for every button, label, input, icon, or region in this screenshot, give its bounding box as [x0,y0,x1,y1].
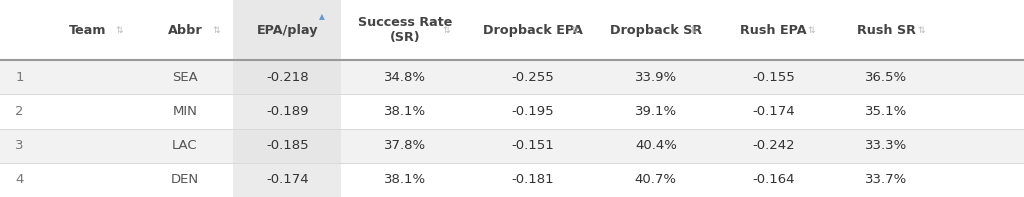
Text: ⇅: ⇅ [690,26,697,34]
Text: 33.7%: 33.7% [865,173,907,186]
Text: 34.8%: 34.8% [384,71,426,84]
Text: ⇅: ⇅ [808,26,815,34]
Text: 40.7%: 40.7% [635,173,677,186]
Text: 39.1%: 39.1% [635,105,677,118]
Text: ⇅: ⇅ [115,26,123,34]
Text: -0.174: -0.174 [753,105,795,118]
Text: Success Rate
(SR): Success Rate (SR) [357,16,453,44]
Text: Abbr: Abbr [168,24,202,36]
Text: ⇅: ⇅ [570,26,578,34]
Bar [233,60,341,94]
Text: ⇅: ⇅ [442,26,450,34]
Text: 1: 1 [15,71,24,84]
Text: MIN: MIN [172,105,198,118]
Text: 38.1%: 38.1% [384,105,426,118]
Bar [233,0,341,60]
Text: Rush EPA: Rush EPA [740,24,807,36]
Bar [0,60,1024,94]
Text: ⇅: ⇅ [916,26,925,34]
Bar [0,94,1024,128]
Text: DEN: DEN [171,173,199,186]
Bar [233,128,341,163]
Text: -0.242: -0.242 [753,139,795,152]
Text: -0.218: -0.218 [266,71,308,84]
Text: 38.1%: 38.1% [384,173,426,186]
Text: -0.155: -0.155 [753,71,795,84]
Text: 3: 3 [15,139,24,152]
Text: -0.189: -0.189 [266,105,308,118]
Text: 35.1%: 35.1% [865,105,907,118]
Bar [0,163,1024,197]
Text: 33.3%: 33.3% [865,139,907,152]
Text: ⇅: ⇅ [212,26,220,34]
Text: Rush SR: Rush SR [857,24,915,36]
Text: -0.164: -0.164 [753,173,795,186]
Text: Dropback EPA: Dropback EPA [483,24,583,36]
Text: -0.181: -0.181 [512,173,554,186]
Text: SEA: SEA [172,71,198,84]
Text: LAC: LAC [172,139,198,152]
Text: 36.5%: 36.5% [865,71,907,84]
Bar [0,0,1024,60]
Text: 4: 4 [15,173,24,186]
Text: -0.185: -0.185 [266,139,308,152]
Text: EPA/play: EPA/play [256,24,318,36]
Text: -0.255: -0.255 [512,71,554,84]
Text: -0.151: -0.151 [512,139,554,152]
Bar [0,128,1024,163]
Text: 33.9%: 33.9% [635,71,677,84]
Bar [233,94,341,128]
Text: Dropback SR: Dropback SR [610,24,701,36]
Text: -0.195: -0.195 [512,105,554,118]
Text: 2: 2 [15,105,24,118]
Bar [233,163,341,197]
Text: 37.8%: 37.8% [384,139,426,152]
Text: -0.174: -0.174 [266,173,308,186]
Text: 40.4%: 40.4% [635,139,677,152]
Text: Team: Team [69,24,106,36]
Text: ▲: ▲ [318,12,325,21]
